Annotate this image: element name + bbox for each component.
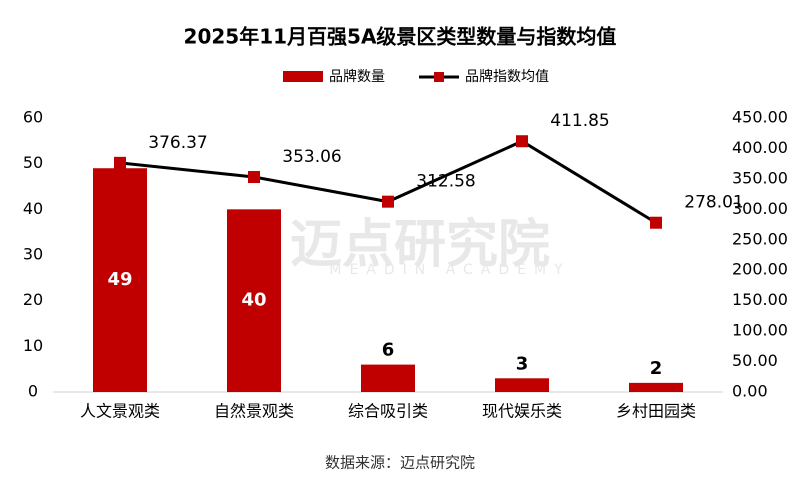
legend-swatch	[283, 71, 323, 82]
bar	[629, 382, 683, 392]
data-label: 353.06	[282, 147, 341, 167]
y-tick-label: 20	[23, 290, 43, 309]
y-tick-label: 50	[23, 153, 43, 172]
y2-tick-label: 200.00	[732, 260, 788, 279]
marker	[382, 195, 394, 208]
x-tick-label: 综合吸引类	[348, 402, 428, 421]
y2-tick-label: 350.00	[732, 168, 788, 187]
x-tick-label: 自然景观类	[214, 402, 294, 421]
legend-swatch	[434, 72, 444, 82]
y2-tick-label: 400.00	[732, 138, 788, 157]
y-tick-label: 60	[23, 108, 43, 127]
y2-tick-label: 50.00	[732, 351, 778, 370]
legend-label: 品牌指数均值	[465, 68, 549, 85]
line	[119, 139, 657, 225]
x-tick-label: 现代娱乐类	[482, 402, 562, 421]
y2-tick-label: 300.00	[732, 199, 788, 218]
watermark-sub: MEADIN ACADEMY	[329, 262, 570, 278]
data-label: 6	[382, 340, 395, 361]
data-label: 376.37	[148, 133, 207, 153]
y-tick-label: 30	[23, 245, 43, 264]
y-tick-label: 40	[23, 199, 43, 218]
data-label: 312.58	[416, 172, 475, 192]
marker	[516, 135, 528, 148]
data-label: 3	[516, 353, 529, 374]
bar	[361, 364, 415, 392]
marker	[248, 171, 260, 184]
bar	[227, 209, 281, 392]
chart-title: 2025年11月百强5A级景区类型数量与指数均值	[184, 25, 617, 49]
y-tick-label: 0	[28, 382, 38, 401]
y-tick-label: 10	[23, 336, 43, 355]
data-label: 2	[650, 358, 663, 379]
y2-tick-label: 0.00	[732, 382, 768, 401]
x-tick-label: 人文景观类	[80, 402, 160, 421]
data-label: 49	[107, 269, 132, 290]
data-label: 411.85	[550, 111, 609, 131]
marker	[114, 156, 126, 169]
data-label: 40	[241, 290, 266, 311]
source: 数据来源：迈点研究院	[325, 454, 475, 472]
y2-tick-label: 150.00	[732, 290, 788, 309]
data-label: 278.01	[684, 193, 743, 213]
bar	[495, 378, 549, 392]
bar	[93, 168, 147, 392]
y2-tick-label: 100.00	[732, 321, 788, 340]
watermark: 迈点研究院	[290, 215, 550, 275]
marker	[650, 216, 662, 229]
legend-label: 品牌数量	[329, 68, 385, 85]
y2-tick-label: 250.00	[732, 229, 788, 248]
y2-tick-label: 450.00	[732, 108, 788, 127]
x-tick-label: 乡村田园类	[616, 402, 696, 421]
